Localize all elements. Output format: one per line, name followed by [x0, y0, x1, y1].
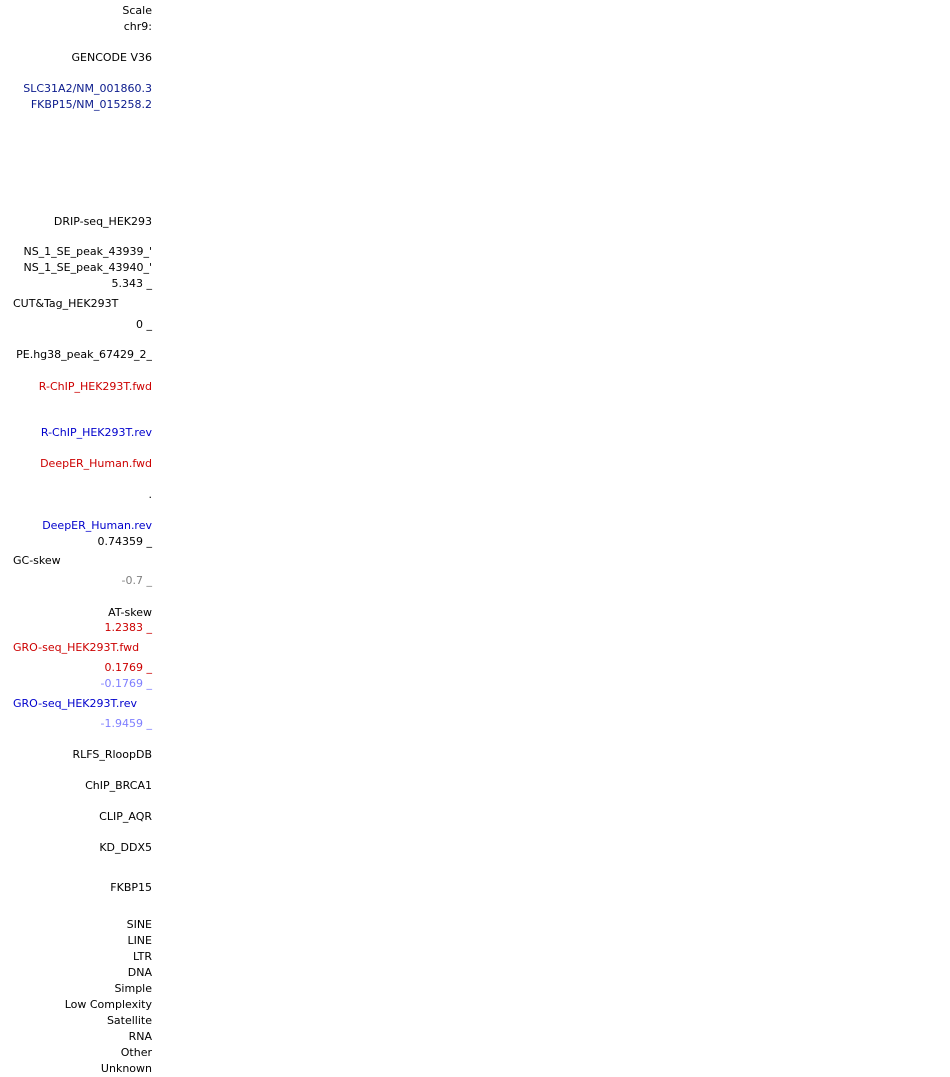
chip-brca1-track-label[interactable]: ChIP_BRCA1: [85, 779, 152, 792]
deeper-fwd-track-label[interactable]: DeepER_Human.fwd: [40, 457, 152, 470]
repeat-class-label: Simple: [114, 982, 152, 995]
gc-skew-axis-min: -0.7 _: [121, 574, 152, 587]
rlfs-track-label[interactable]: RLFS_RloopDB: [72, 748, 152, 761]
repeat-class-label: DNA: [127, 966, 152, 979]
repeat-class-label: LINE: [127, 934, 152, 947]
gro-rev-axis-max: -0.1769 _: [100, 677, 152, 690]
deeper-rev-track-label[interactable]: DeepER_Human.rev: [42, 519, 152, 532]
peak-label-43939[interactable]: '_NS_1_SE_peak_43939: [23, 245, 152, 258]
peak-label-43940[interactable]: '_NS_1_SE_peak_43940: [23, 261, 152, 274]
track-display-area[interactable]: [160, 0, 950, 1077]
gro-rev-axis-min: -1.9459 _: [100, 717, 152, 730]
gro-rev-track-label[interactable]: GRO-seq_HEK293T.rev: [13, 697, 137, 710]
pe-peak-label[interactable]: _2_PE.hg38_peak_67429: [16, 348, 152, 361]
repeat-class-label: LTR: [133, 950, 152, 963]
gro-fwd-track-label[interactable]: GRO-seq_HEK293T.fwd: [13, 641, 140, 654]
cut-tag-axis-min: 0 _: [136, 318, 152, 331]
drip-seq-track-label[interactable]: DRIP-seq_HEK293: [53, 215, 152, 228]
clip-aqr-track-label[interactable]: CLIP_AQR: [99, 810, 152, 823]
chrom-label: chr9:: [123, 20, 152, 33]
repeat-class-label: RNA: [128, 1030, 152, 1043]
cut-tag-axis-max: 5.343 _: [111, 277, 153, 290]
gc-skew-axis-max: 0.74359 _: [97, 535, 152, 548]
rchip-rev-track-label[interactable]: R-ChIP_HEK293T.rev: [40, 426, 152, 439]
repeat-class-label: SINE: [126, 918, 152, 931]
gro-fwd-axis-min: 0.1769 _: [104, 661, 153, 674]
repeat-class-label: Low Complexity: [64, 998, 152, 1011]
repeat-class-label: Other: [120, 1046, 152, 1059]
gc-skew-track-label[interactable]: GC-skew: [13, 554, 61, 567]
gencode-track-label[interactable]: GENCODE V36: [71, 51, 152, 64]
cut-tag-track-label[interactable]: CUT&Tag_HEK293T: [13, 297, 119, 310]
transcript-slc31a2[interactable]: SLC31A2/NM_001860.3: [23, 82, 152, 95]
at-skew-track-label[interactable]: AT-skew: [108, 606, 152, 619]
scale-label: Scale: [122, 4, 152, 17]
gro-fwd-axis-max: 1.2383 _: [104, 621, 153, 634]
kd-ddx5-track-label[interactable]: KD_DDX5: [99, 841, 152, 854]
fkbp15-track-label[interactable]: FKBP15: [110, 881, 152, 894]
repeat-class-label: Unknown: [100, 1062, 152, 1075]
dot-marker: .: [148, 488, 153, 501]
transcript-fkbp15[interactable]: FKBP15/NM_015258.2: [30, 98, 152, 111]
rchip-fwd-track-label[interactable]: R-ChIP_HEK293T.fwd: [38, 380, 152, 393]
repeat-class-label: Satellite: [106, 1014, 152, 1027]
